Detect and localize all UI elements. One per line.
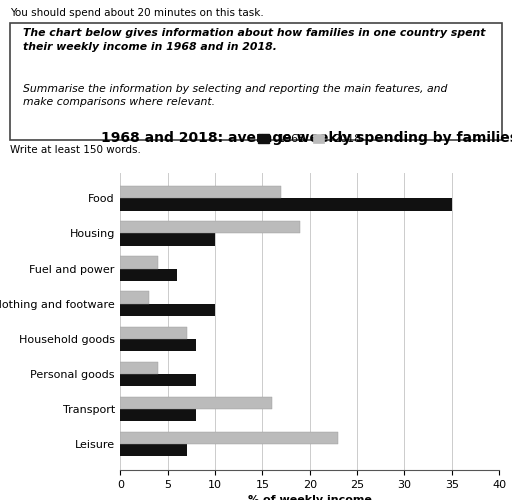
Bar: [120, 221, 300, 234]
Bar: [120, 397, 272, 409]
Bar: [120, 256, 158, 268]
Bar: [120, 268, 177, 281]
Title: 1968 and 2018: average weekly spending by families: 1968 and 2018: average weekly spending b…: [101, 131, 512, 145]
Bar: [120, 186, 282, 198]
Bar: [120, 362, 158, 374]
Text: Summarise the information by selecting and reporting the main features, and
make: Summarise the information by selecting a…: [23, 84, 447, 107]
Bar: [120, 374, 196, 386]
Bar: [120, 234, 215, 245]
Text: The chart below gives information about how families in one country spent
their : The chart below gives information about …: [23, 28, 485, 52]
FancyBboxPatch shape: [10, 22, 502, 140]
X-axis label: % of weekly income: % of weekly income: [248, 496, 372, 500]
Bar: [120, 444, 186, 456]
Bar: [120, 409, 196, 422]
Bar: [120, 339, 196, 351]
Bar: [120, 432, 338, 444]
Text: You should spend about 20 minutes on this task.: You should spend about 20 minutes on thi…: [10, 8, 264, 18]
Text: Write at least 150 words.: Write at least 150 words.: [10, 145, 141, 155]
Bar: [120, 198, 452, 210]
Bar: [120, 304, 215, 316]
Bar: [120, 326, 186, 339]
Bar: [120, 292, 148, 304]
Legend: 1968, 2018: 1968, 2018: [256, 132, 364, 146]
